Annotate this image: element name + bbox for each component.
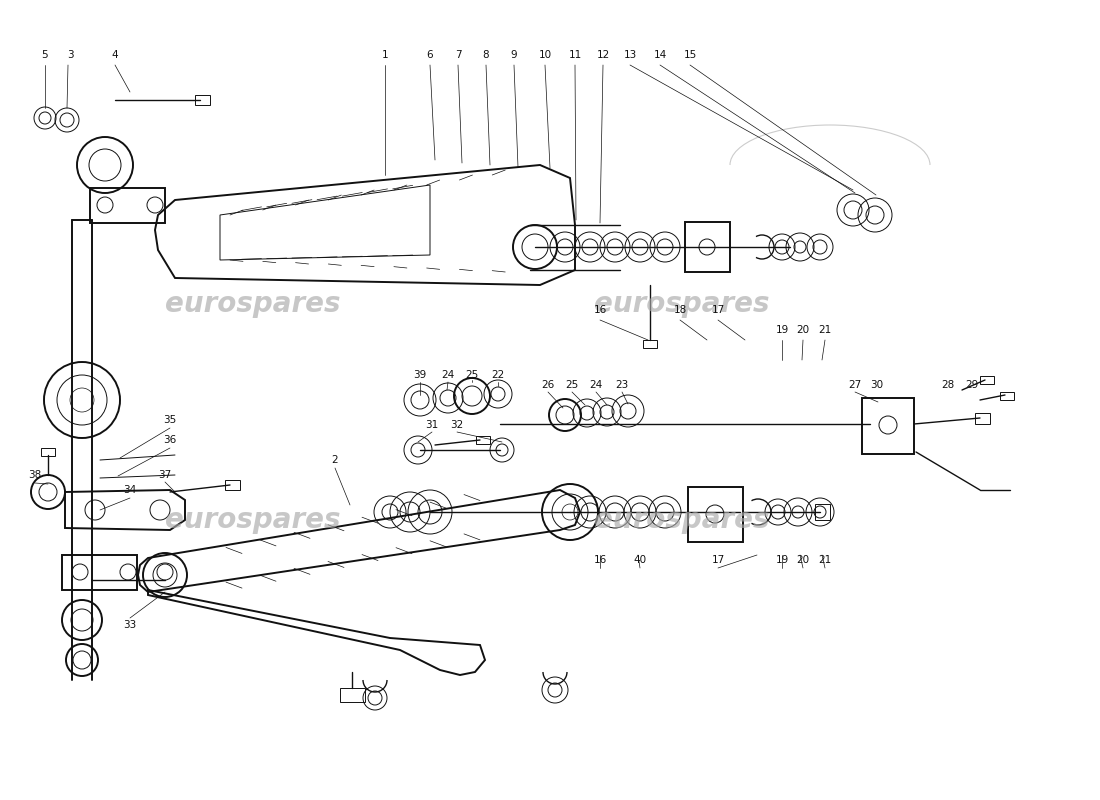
Text: 19: 19 (776, 555, 789, 565)
Text: 34: 34 (123, 485, 136, 495)
Text: 25: 25 (465, 370, 478, 380)
Text: 18: 18 (673, 305, 686, 315)
Text: 17: 17 (712, 555, 725, 565)
Text: eurospares: eurospares (165, 290, 341, 318)
Text: 8: 8 (483, 50, 490, 60)
Bar (195, 95, 210, 105)
Text: 33: 33 (123, 620, 136, 630)
Text: 24: 24 (590, 380, 603, 390)
Text: 36: 36 (164, 435, 177, 445)
Text: eurospares: eurospares (594, 506, 770, 534)
Text: 12: 12 (596, 50, 609, 60)
Text: 3: 3 (67, 50, 74, 60)
Text: 6: 6 (427, 50, 433, 60)
Text: 4: 4 (112, 50, 119, 60)
Text: 13: 13 (624, 50, 637, 60)
Text: 37: 37 (158, 470, 172, 480)
Bar (226, 480, 240, 490)
Bar (688, 487, 742, 542)
Bar (815, 504, 830, 520)
Text: 31: 31 (426, 420, 439, 430)
Text: 7: 7 (454, 50, 461, 60)
Text: 20: 20 (796, 325, 810, 335)
Bar (685, 222, 730, 272)
Text: 21: 21 (818, 325, 832, 335)
Text: 16: 16 (593, 305, 606, 315)
Text: 16: 16 (593, 555, 606, 565)
Text: 35: 35 (164, 415, 177, 425)
Text: 15: 15 (683, 50, 696, 60)
Text: 19: 19 (776, 325, 789, 335)
Text: eurospares: eurospares (165, 506, 341, 534)
Text: 11: 11 (569, 50, 582, 60)
Text: 2: 2 (332, 455, 339, 465)
Text: 20: 20 (796, 555, 810, 565)
Text: 26: 26 (541, 380, 554, 390)
Text: 40: 40 (634, 555, 647, 565)
Text: 14: 14 (653, 50, 667, 60)
Bar (41, 448, 55, 456)
Text: 21: 21 (818, 555, 832, 565)
Text: 1: 1 (382, 50, 388, 60)
Text: 32: 32 (450, 420, 463, 430)
Text: 27: 27 (848, 380, 861, 390)
Bar (980, 376, 994, 384)
Bar (62, 555, 138, 590)
Bar (476, 436, 490, 444)
Bar (340, 688, 365, 702)
Text: 24: 24 (441, 370, 454, 380)
Text: 28: 28 (942, 380, 955, 390)
Text: 17: 17 (712, 305, 725, 315)
Text: 22: 22 (492, 370, 505, 380)
Bar (975, 413, 990, 424)
Text: 30: 30 (870, 380, 883, 390)
Text: 10: 10 (538, 50, 551, 60)
Bar (644, 340, 657, 348)
Text: 9: 9 (510, 50, 517, 60)
Text: 38: 38 (29, 470, 42, 480)
Bar (90, 188, 165, 223)
Text: 23: 23 (615, 380, 628, 390)
Text: eurospares: eurospares (594, 290, 770, 318)
Text: 39: 39 (414, 370, 427, 380)
Bar (862, 398, 914, 454)
Text: 5: 5 (42, 50, 48, 60)
Text: 25: 25 (565, 380, 579, 390)
Text: 29: 29 (966, 380, 979, 390)
Bar (1000, 392, 1014, 400)
